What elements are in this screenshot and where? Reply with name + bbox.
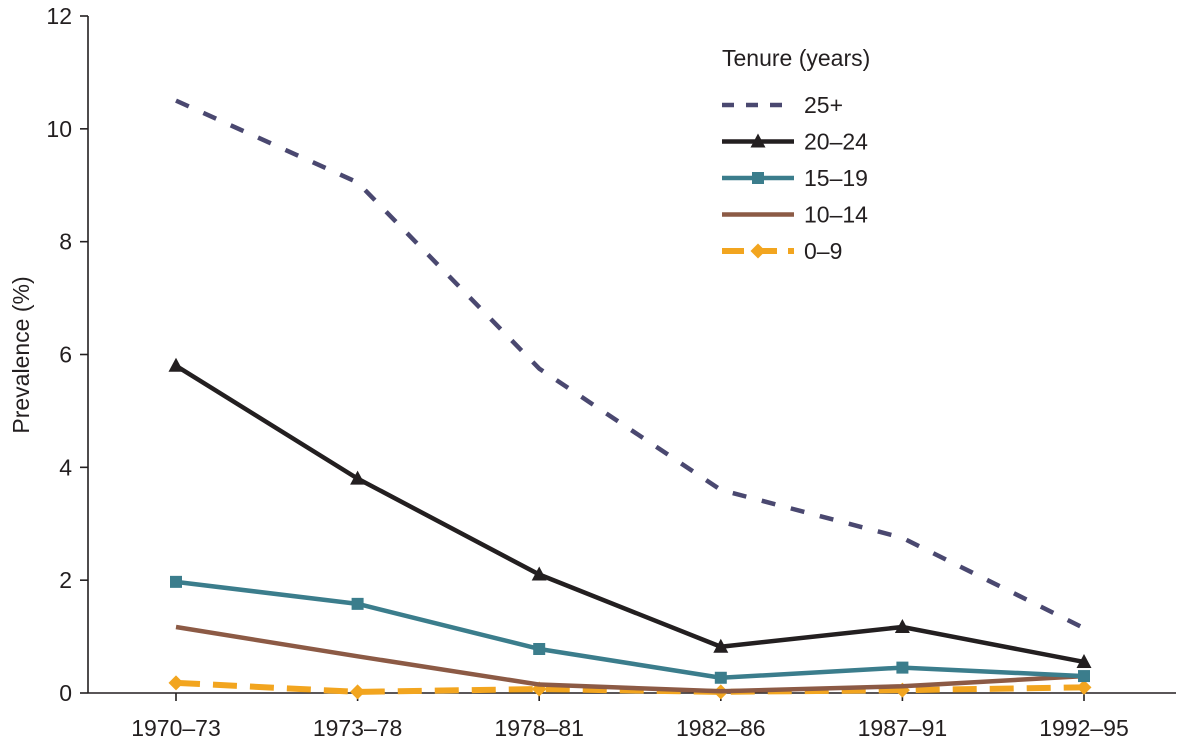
series-0	[175, 98, 1086, 631]
legend-label: 0–9	[804, 238, 842, 264]
data-point	[894, 618, 910, 633]
series-line	[175, 98, 1086, 631]
legend-label: 20–24	[804, 129, 868, 155]
x-tick-label: 1978–81	[494, 715, 584, 741]
series-line	[174, 363, 1085, 665]
legend-label: 25+	[804, 92, 843, 118]
x-ticks: 1970–73 1973–78 1978–81 1982–86 1987–91 1992–…	[131, 693, 1129, 741]
legend-item: 0–9	[722, 238, 842, 264]
series-layer	[168, 98, 1092, 700]
legend-label: 15–19	[804, 165, 868, 191]
legend-item: 10–14	[722, 202, 868, 228]
legend-marker	[750, 133, 766, 148]
data-point	[170, 575, 182, 588]
x-tick-label: 1992–95	[1039, 715, 1129, 741]
legend-items: 25+ 20–24 15–19 10–14 0–9	[722, 92, 868, 264]
series-line	[175, 679, 1085, 695]
y-axis-title: Prevalence (%)	[8, 276, 34, 433]
series-line	[175, 624, 1085, 694]
legend: Tenure (years) 25+ 20–24 15–19 10–14 0–9	[722, 45, 870, 264]
series-1	[168, 357, 1092, 668]
x-tick-label: 1982–86	[676, 715, 766, 741]
x-tick-label: 1973–78	[313, 715, 403, 741]
y-tick-label: 12	[46, 3, 72, 29]
data-point	[350, 684, 366, 700]
legend-item: 25+	[722, 92, 843, 118]
data-point	[1078, 670, 1090, 683]
legend-item: 20–24	[722, 129, 868, 155]
series-line	[175, 579, 1085, 681]
data-point	[713, 638, 729, 653]
series-4	[168, 675, 1092, 700]
data-point	[533, 642, 546, 655]
y-tick-label: 6	[59, 342, 72, 368]
data-point	[531, 566, 547, 581]
y-ticks: 0 2 4 6 8 10 12	[46, 3, 88, 706]
data-point	[714, 671, 727, 684]
y-tick-label: 10	[46, 116, 72, 142]
x-tick-label: 1970–73	[131, 715, 221, 741]
series-3	[175, 624, 1085, 694]
y-tick-label: 0	[59, 680, 72, 706]
series-2	[170, 575, 1090, 684]
legend-marker	[752, 172, 764, 184]
data-point	[168, 675, 184, 691]
data-point	[896, 661, 909, 674]
y-tick-label: 8	[59, 229, 72, 255]
legend-item: 15–19	[722, 165, 868, 191]
y-tick-label: 2	[59, 567, 72, 593]
data-point	[168, 357, 184, 372]
y-tick-label: 4	[59, 454, 72, 480]
x-tick-label: 1987–91	[858, 715, 948, 741]
legend-marker	[750, 243, 766, 259]
data-point	[350, 470, 366, 485]
data-point	[351, 597, 364, 610]
legend-title: Tenure (years)	[722, 45, 870, 71]
data-point	[1076, 679, 1092, 695]
data-point	[1076, 653, 1092, 668]
legend-label: 10–14	[804, 202, 868, 228]
